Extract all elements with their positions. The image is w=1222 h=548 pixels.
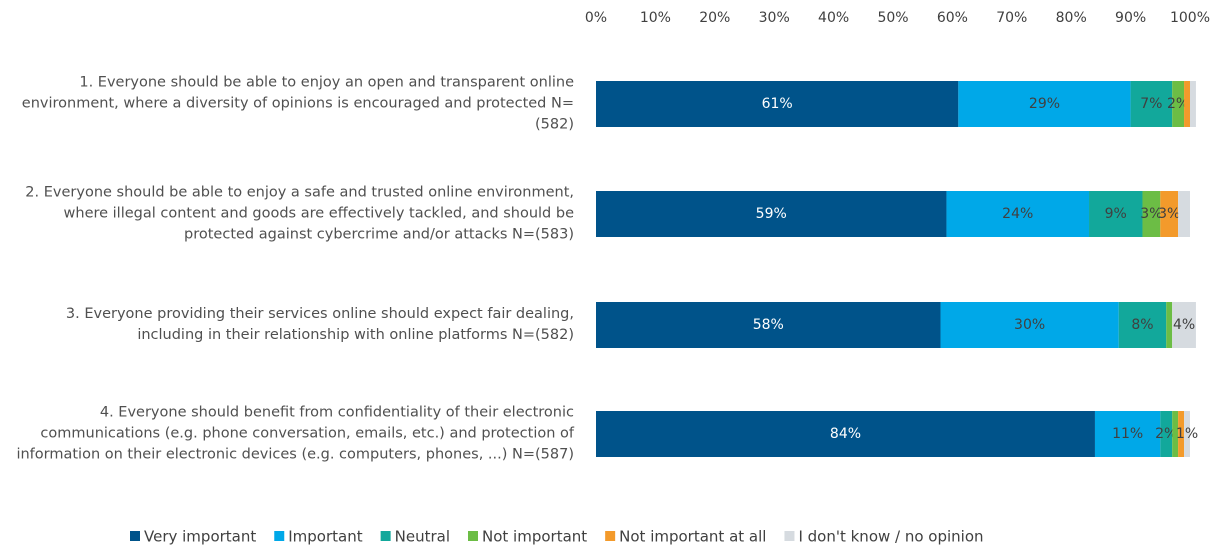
category-label: 1. Everyone should be able to enjoy an o…	[21, 74, 574, 133]
x-tick-label: 100%	[1170, 10, 1210, 26]
bar-segment	[596, 302, 941, 348]
bar-segment	[1172, 411, 1179, 457]
bar-segment	[1160, 191, 1179, 237]
bar-segment	[1094, 411, 1161, 457]
legend-label: Neutral	[395, 528, 450, 546]
bar-segment	[946, 191, 1090, 237]
x-tick-label: 10%	[640, 10, 671, 26]
value-label: 3%	[1140, 206, 1162, 222]
category-label: 3. Everyone providing their services onl…	[65, 306, 574, 343]
bar-segment	[1172, 81, 1185, 127]
legend-label: Very important	[144, 528, 256, 546]
bar-segment	[596, 191, 947, 237]
bar-segment	[1160, 411, 1173, 457]
value-label: 8%	[1131, 317, 1153, 333]
bar-segment	[1142, 191, 1161, 237]
x-tick-label: 80%	[1056, 10, 1087, 26]
value-label: 2%	[1155, 426, 1177, 442]
value-label: 59%	[756, 206, 787, 222]
x-tick-label: 30%	[759, 10, 790, 26]
value-label: 61%	[762, 96, 793, 112]
bar-segment	[1178, 411, 1185, 457]
value-label: 4%	[1173, 317, 1195, 333]
value-label: 1%	[1176, 426, 1198, 442]
value-label: 58%	[753, 317, 784, 333]
category-label: 2. Everyone should be able to enjoy a sa…	[25, 184, 574, 243]
x-tick-label: 90%	[1115, 10, 1146, 26]
bar-segment	[1166, 302, 1173, 348]
bar-segment	[1130, 81, 1173, 127]
value-label: 29%	[1029, 96, 1060, 112]
legend-label: Not important at all	[619, 528, 766, 546]
x-tick-label: 20%	[699, 10, 730, 26]
value-label: 24%	[1002, 206, 1033, 222]
bar-segment	[1089, 191, 1143, 237]
x-tick-label: 70%	[996, 10, 1027, 26]
bar-segment	[1172, 302, 1196, 348]
bar-segment	[1184, 411, 1190, 457]
legend-label: Important	[288, 528, 362, 546]
value-label: 30%	[1014, 317, 1045, 333]
legend-swatch	[784, 531, 795, 541]
value-label: 9%	[1105, 206, 1127, 222]
legend-swatch	[468, 531, 478, 541]
bar-segment	[1118, 302, 1167, 348]
value-label: 2%	[1167, 96, 1189, 112]
x-tick-label: 60%	[937, 10, 968, 26]
bar-segment	[1190, 81, 1196, 127]
value-label: 11%	[1112, 426, 1143, 442]
legend-swatch	[130, 531, 140, 541]
x-tick-label: 0%	[585, 10, 607, 26]
value-label: 84%	[830, 426, 861, 442]
value-label: 3%	[1158, 206, 1180, 222]
value-label: 7%	[1140, 96, 1162, 112]
x-tick-label: 40%	[818, 10, 849, 26]
bar-segment	[958, 81, 1131, 127]
category-label: 4. Everyone should benefit from confiden…	[16, 404, 574, 463]
bar-segment	[596, 411, 1095, 457]
legend-swatch	[605, 531, 616, 541]
bar-segment	[596, 81, 959, 127]
bar-segment	[940, 302, 1119, 348]
legend-swatch	[380, 531, 391, 541]
bar-segment	[1178, 191, 1190, 237]
legend-swatch	[274, 531, 285, 541]
bar-segment	[1184, 81, 1190, 127]
x-tick-label: 50%	[877, 10, 908, 26]
legend-label: Not important	[482, 528, 587, 546]
legend-label: I don't know / no opinion	[798, 528, 983, 546]
